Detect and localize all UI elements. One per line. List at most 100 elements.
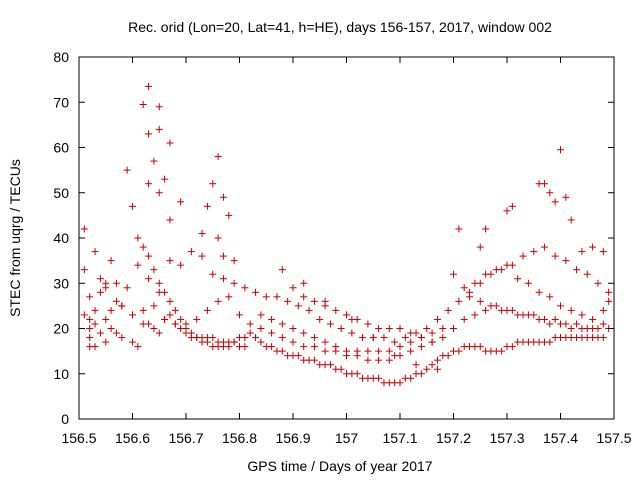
data-point <box>375 356 383 364</box>
data-point <box>230 257 238 265</box>
data-point <box>444 352 452 360</box>
data-point <box>466 293 474 301</box>
data-point <box>289 284 297 292</box>
x-tick-label: 157.4 <box>543 430 578 446</box>
data-point <box>129 202 136 210</box>
data-point <box>546 293 554 301</box>
data-point <box>455 297 463 305</box>
data-point <box>278 334 286 342</box>
data-point <box>482 306 490 314</box>
data-point <box>326 320 334 328</box>
data-point <box>91 248 99 256</box>
data-point <box>316 315 324 323</box>
data-point <box>551 315 559 323</box>
data-point <box>278 266 286 274</box>
data-point <box>321 347 329 355</box>
data-point <box>326 361 334 369</box>
data-point <box>102 338 110 346</box>
data-point <box>546 189 554 197</box>
data-point <box>252 334 260 342</box>
data-point <box>214 297 222 305</box>
data-point <box>166 139 174 147</box>
data-point <box>599 248 607 256</box>
data-point <box>300 293 308 301</box>
data-point <box>246 329 254 337</box>
data-point <box>599 334 607 342</box>
data-point <box>385 325 393 332</box>
x-axis-label: GPS time / Days of year 2017 <box>247 458 432 474</box>
data-point <box>599 320 607 328</box>
data-point <box>540 180 548 188</box>
data-point <box>578 311 586 319</box>
data-point <box>300 329 308 337</box>
data-point <box>145 130 153 138</box>
data-point <box>573 266 581 274</box>
data-point <box>155 288 163 296</box>
data-point <box>364 356 372 364</box>
data-point <box>241 334 249 342</box>
data-point <box>482 225 490 233</box>
data-point <box>300 343 308 351</box>
data-point <box>112 297 120 305</box>
data-point <box>503 261 511 269</box>
data-point <box>503 207 511 215</box>
data-point <box>589 243 597 251</box>
data-point <box>177 325 185 332</box>
x-tick-label: 156.7 <box>168 430 203 446</box>
data-point <box>150 302 158 310</box>
data-point <box>417 343 425 351</box>
data-point <box>450 325 457 332</box>
data-point <box>171 320 179 328</box>
data-point <box>460 315 468 323</box>
data-point <box>209 180 217 188</box>
data-point <box>268 329 276 337</box>
data-point <box>177 315 185 323</box>
data-point <box>557 146 564 154</box>
data-point <box>385 347 393 355</box>
data-point <box>91 320 99 328</box>
data-point <box>337 325 345 332</box>
plot-frame <box>78 56 615 420</box>
data-point <box>391 352 399 360</box>
data-point <box>562 320 570 328</box>
data-point <box>546 338 554 346</box>
data-point <box>476 243 484 251</box>
data-point <box>118 302 126 310</box>
data-point <box>578 248 586 256</box>
data-point <box>284 297 292 305</box>
data-point <box>492 266 500 274</box>
data-point <box>118 334 126 342</box>
data-point <box>375 347 383 355</box>
x-tick-label: 157.2 <box>436 430 471 446</box>
data-point <box>278 347 286 355</box>
chart-title: Rec. orid (Lon=20, Lat=41, h=HE), days 1… <box>128 19 552 35</box>
x-tick-label: 156.6 <box>115 430 150 446</box>
data-point <box>96 288 104 296</box>
x-tick-label: 157.1 <box>382 430 417 446</box>
data-point <box>123 284 131 292</box>
data-point <box>219 193 227 201</box>
x-tick-label: 156.5 <box>61 430 96 446</box>
data-point <box>401 334 409 342</box>
data-point <box>171 306 179 314</box>
y-tick-label: 60 <box>53 140 69 156</box>
data-point <box>107 325 115 332</box>
data-point <box>134 234 142 242</box>
data-point <box>166 216 174 224</box>
data-point <box>396 343 404 351</box>
data-point <box>321 338 329 346</box>
data-point <box>343 311 350 319</box>
data-point <box>155 103 163 111</box>
data-point <box>145 252 153 260</box>
data-point <box>519 252 527 260</box>
data-point <box>145 82 153 90</box>
data-point <box>102 279 110 287</box>
data-point <box>407 347 415 355</box>
data-point <box>230 338 238 346</box>
data-point <box>562 193 570 201</box>
data-point <box>145 320 153 328</box>
data-point <box>300 279 308 287</box>
data-point <box>145 275 153 283</box>
data-point <box>460 284 468 292</box>
data-point <box>546 320 554 328</box>
